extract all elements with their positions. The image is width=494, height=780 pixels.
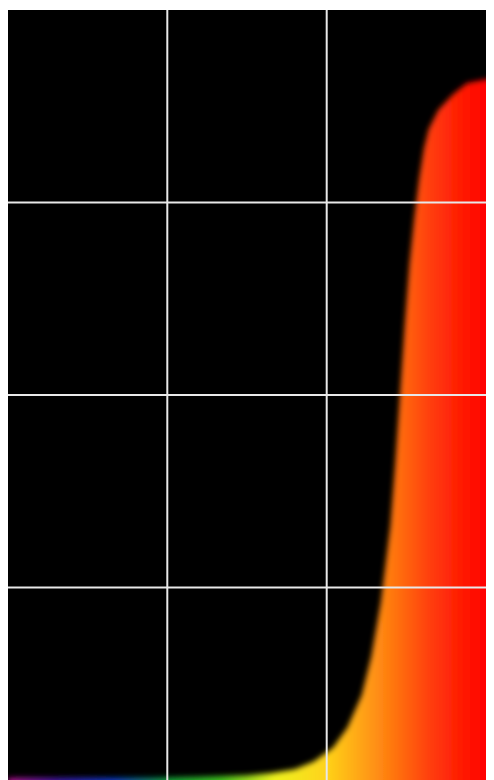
grid-layer (8, 10, 486, 780)
spectrum-area (8, 79, 486, 780)
area-layer (8, 79, 486, 780)
